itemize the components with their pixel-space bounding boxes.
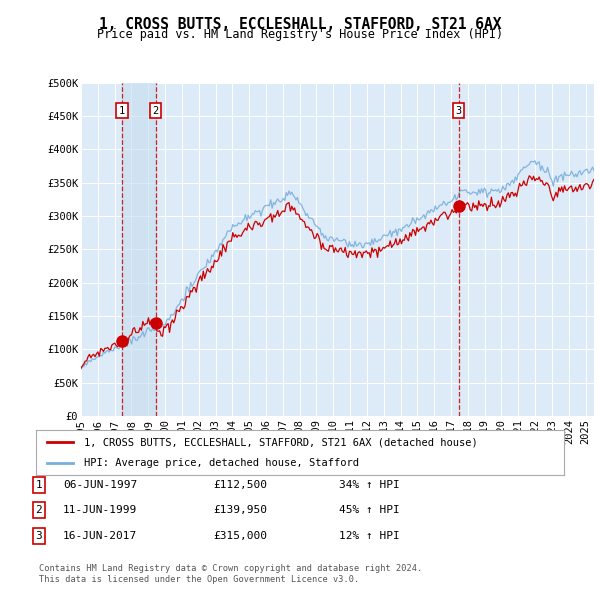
Text: 45% ↑ HPI: 45% ↑ HPI	[339, 506, 400, 515]
Text: 12% ↑ HPI: 12% ↑ HPI	[339, 531, 400, 540]
Text: 34% ↑ HPI: 34% ↑ HPI	[339, 480, 400, 490]
Text: Contains HM Land Registry data © Crown copyright and database right 2024.: Contains HM Land Registry data © Crown c…	[39, 565, 422, 573]
Text: 3: 3	[455, 106, 462, 116]
Text: 1: 1	[35, 480, 43, 490]
Text: HPI: Average price, detached house, Stafford: HPI: Average price, detached house, Staf…	[83, 458, 359, 468]
Text: £139,950: £139,950	[213, 506, 267, 515]
Text: Price paid vs. HM Land Registry's House Price Index (HPI): Price paid vs. HM Land Registry's House …	[97, 28, 503, 41]
Text: 16-JUN-2017: 16-JUN-2017	[63, 531, 137, 540]
Text: 2: 2	[35, 506, 43, 515]
Bar	[122, 83, 155, 416]
Text: 1, CROSS BUTTS, ECCLESHALL, STAFFORD, ST21 6AX: 1, CROSS BUTTS, ECCLESHALL, STAFFORD, ST…	[99, 17, 501, 31]
Text: This data is licensed under the Open Government Licence v3.0.: This data is licensed under the Open Gov…	[39, 575, 359, 584]
Text: 1: 1	[119, 106, 125, 116]
Text: 06-JUN-1997: 06-JUN-1997	[63, 480, 137, 490]
Text: 3: 3	[35, 531, 43, 540]
Text: £315,000: £315,000	[213, 531, 267, 540]
Text: 11-JUN-1999: 11-JUN-1999	[63, 506, 137, 515]
Text: 1, CROSS BUTTS, ECCLESHALL, STAFFORD, ST21 6AX (detached house): 1, CROSS BUTTS, ECCLESHALL, STAFFORD, ST…	[83, 437, 477, 447]
Text: 2: 2	[152, 106, 159, 116]
Text: £112,500: £112,500	[213, 480, 267, 490]
